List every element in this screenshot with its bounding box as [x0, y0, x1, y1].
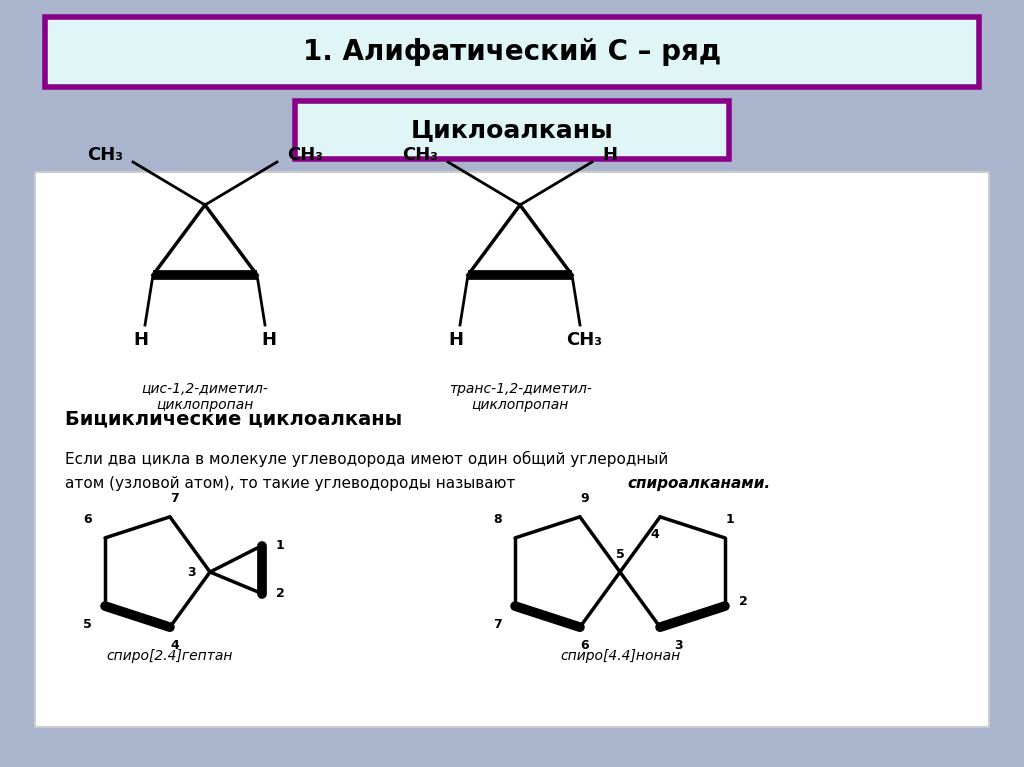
Text: 7: 7 [493, 617, 502, 630]
Text: 4: 4 [171, 639, 179, 652]
Text: CH₃: CH₃ [566, 331, 602, 349]
Text: 5: 5 [615, 548, 625, 561]
Text: 1: 1 [726, 513, 734, 526]
Text: CH₃: CH₃ [402, 146, 438, 164]
Text: 6: 6 [581, 639, 589, 652]
FancyBboxPatch shape [295, 101, 729, 159]
Text: 1. Алифатический С – ряд: 1. Алифатический С – ряд [303, 38, 721, 66]
Text: 9: 9 [581, 492, 589, 505]
Text: спироалканами.: спироалканами. [627, 476, 770, 491]
Text: 5: 5 [83, 617, 91, 630]
Text: CH₃: CH₃ [287, 146, 323, 164]
Text: 8: 8 [493, 513, 502, 526]
Text: 2: 2 [738, 594, 748, 607]
Text: спиро[2.4]гептан: спиро[2.4]гептан [106, 649, 233, 663]
Text: транс-1,2-диметил-
циклопропан: транс-1,2-диметил- циклопропан [449, 382, 592, 412]
Text: 7: 7 [171, 492, 179, 505]
Text: H: H [261, 331, 276, 349]
Text: CH₃: CH₃ [87, 146, 123, 164]
Text: 3: 3 [187, 565, 197, 578]
Text: H: H [133, 331, 148, 349]
Text: H: H [449, 331, 464, 349]
Text: 3: 3 [674, 639, 682, 652]
Text: Если два цикла в молекуле углеводорода имеют один общий углеродный: Если два цикла в молекуле углеводорода и… [65, 451, 669, 467]
Text: цис-1,2-диметил-
циклопропан: цис-1,2-диметил- циклопропан [141, 382, 268, 412]
Text: Бициклические циклоалканы: Бициклические циклоалканы [65, 410, 402, 429]
Text: спиро[4.4]нонан: спиро[4.4]нонан [560, 649, 680, 663]
Text: 2: 2 [275, 587, 285, 600]
Text: H: H [602, 146, 617, 164]
Text: 6: 6 [83, 513, 91, 526]
FancyBboxPatch shape [35, 172, 989, 727]
FancyBboxPatch shape [45, 17, 979, 87]
Text: Циклоалканы: Циклоалканы [411, 118, 613, 142]
Text: атом (узловой атом), то такие углеводороды называют: атом (узловой атом), то такие углеводоро… [65, 476, 520, 491]
Text: 4: 4 [650, 528, 659, 542]
Text: 1: 1 [275, 539, 285, 552]
